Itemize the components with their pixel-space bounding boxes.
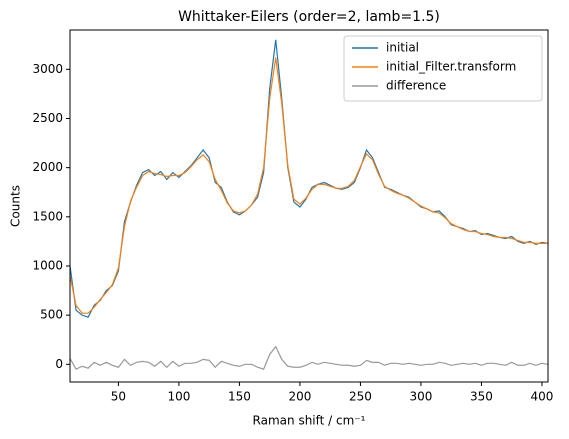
x-tick-label: 350 — [470, 390, 493, 404]
series-line — [70, 345, 548, 371]
x-tick-label: 300 — [409, 390, 432, 404]
chart-title: Whittaker-Eilers (order=2, lamb=1.5) — [178, 9, 440, 25]
x-tick-label: 200 — [288, 390, 311, 404]
y-tick-label: 2500 — [32, 111, 63, 125]
series-line — [70, 57, 548, 314]
legend-label: initial_Filter.transform — [386, 60, 516, 74]
y-tick-label: 1000 — [32, 258, 63, 272]
plot-frame — [69, 29, 549, 383]
x-axis-label: Raman shift / cm⁻¹ — [253, 414, 366, 428]
x-tick-label: 250 — [349, 390, 372, 404]
y-tick-label: 2000 — [32, 160, 63, 174]
x-tick-label: 50 — [111, 390, 126, 404]
y-tick-label: 500 — [40, 308, 63, 322]
y-tick-label: 3000 — [32, 62, 63, 76]
x-tick-label: 150 — [228, 390, 251, 404]
y-tick-label: 1500 — [32, 209, 63, 223]
x-tick-label: 100 — [167, 390, 190, 404]
legend-label: initial — [386, 41, 419, 55]
y-axis-label: Counts — [9, 185, 23, 227]
legend-box — [343, 35, 543, 102]
y-tick-label: 0 — [55, 357, 63, 371]
legend-label: difference — [386, 79, 446, 93]
x-tick-label: 400 — [530, 390, 553, 404]
